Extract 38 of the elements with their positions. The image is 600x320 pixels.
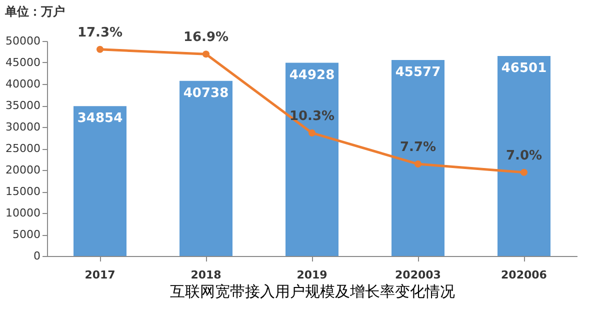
point [308,129,316,136]
data-label: 46501 [501,61,547,76]
data-label: 34854 [77,111,123,126]
bar [74,106,126,256]
y-tick-label: 15000 [6,185,40,198]
x-axis-title: 互联网宽带接入用户规模及增长率变化情况 [170,282,455,300]
data-label: 7.0% [506,148,542,164]
y-axis-title: 单位：万户 [4,4,66,18]
data-label: 44928 [289,68,335,83]
data-label: 40738 [183,86,229,101]
x-tick-label: 202003 [395,268,441,282]
data-label: 45577 [395,65,441,80]
y-tick-label: 40000 [6,78,40,90]
x-tick-label: 2018 [190,268,222,282]
point [202,50,210,58]
x-tick-label: 2019 [296,268,328,282]
bar [180,80,232,256]
y-tick-label: 0 [34,250,40,262]
y-tick-label: 10000 [6,206,40,220]
data-label: 7.7% [400,140,436,156]
x-tick-label: 2017 [84,268,116,282]
y-tick-label: 50000 [6,34,40,48]
data-label: 17.3% [77,25,123,40]
bar [286,62,338,256]
y-tick-label: 20000 [6,164,40,176]
y-tick-label: 45000 [6,56,40,69]
y-tick-label: 30000 [6,120,40,134]
data-label: 16.9% [183,30,229,46]
data-label: 10.3% [289,108,335,124]
point [96,46,104,53]
point [520,168,528,176]
bar [498,56,550,256]
point [414,160,422,168]
y-tick-label: 25000 [6,142,40,155]
bar [392,60,444,256]
y-tick-label: 5000 [12,228,40,241]
x-tick-label: 202006 [501,268,548,282]
y-tick-label: 35000 [6,99,40,112]
